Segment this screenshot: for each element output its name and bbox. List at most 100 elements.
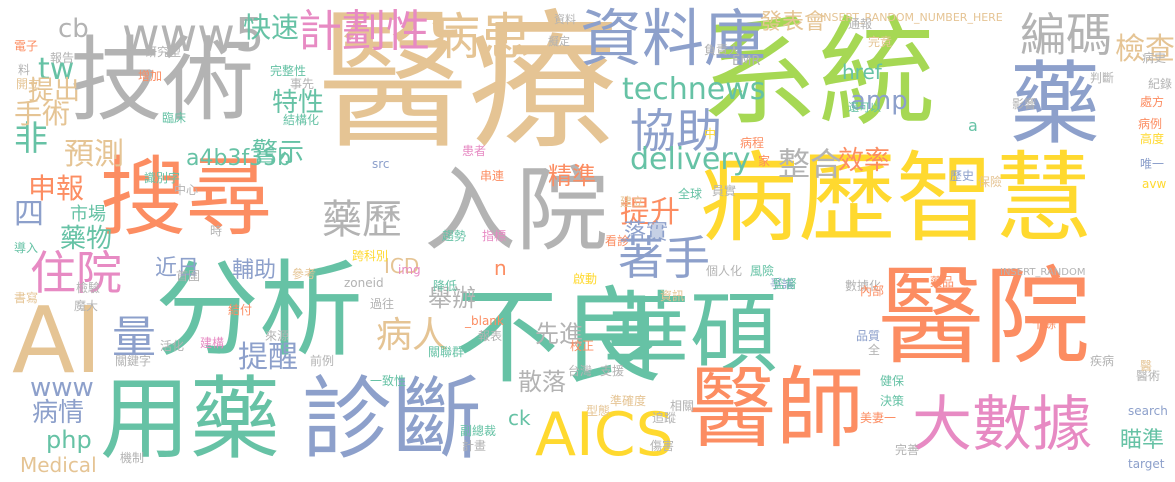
cloud-word: tw xyxy=(38,52,75,87)
cloud-word: 舉辦 xyxy=(428,284,476,312)
cloud-word: 藥 xyxy=(1010,52,1100,157)
cloud-word: 病情 xyxy=(32,398,85,428)
cloud-word: 副總裁 xyxy=(460,424,497,438)
cloud-word: 品質 xyxy=(856,329,881,343)
cloud-word: 前例 xyxy=(310,354,335,368)
cloud-word: 歷史 xyxy=(950,169,975,183)
cloud-word: 資料 xyxy=(554,13,576,26)
cloud-word: 看診 xyxy=(605,234,630,248)
cloud-word: 完善 xyxy=(895,443,920,457)
cloud-word: 編碼 xyxy=(1020,8,1112,62)
cloud-word: 提醒 xyxy=(238,340,298,375)
cloud-word: img xyxy=(398,263,421,277)
cloud-word: 醫院 xyxy=(878,256,1090,379)
cloud-word: zoneid xyxy=(344,276,384,290)
cloud-word: 建構 xyxy=(200,336,225,350)
cloud-word: 十餘 xyxy=(1032,317,1057,331)
cloud-word: 申報 xyxy=(28,172,85,205)
cloud-word: 提升 xyxy=(620,195,680,230)
cloud-word: 健保 xyxy=(880,374,905,388)
cloud-word: n xyxy=(494,256,507,280)
cloud-word: AICS xyxy=(535,400,674,470)
cloud-word: 近日 xyxy=(155,256,200,281)
cloud-word: 大數據 xyxy=(912,390,1092,460)
cloud-word: 員實 xyxy=(712,184,737,198)
cloud-word: 醫師 xyxy=(688,357,865,460)
cloud-word: 監督 xyxy=(773,277,798,291)
cloud-word: 臨床 xyxy=(162,111,187,125)
cloud-word: 數據化 xyxy=(845,279,882,293)
cloud-word: 藥品 xyxy=(930,275,955,289)
cloud-word: 型態 xyxy=(586,404,611,418)
cloud-word: 唯一 xyxy=(1140,157,1165,171)
cloud-word: 開立 xyxy=(16,77,41,91)
cloud-word: 用藥 xyxy=(100,367,280,472)
cloud-word: 過往 xyxy=(370,297,395,311)
cloud-word: 降低 xyxy=(433,279,458,293)
cloud-word: 結付 xyxy=(228,303,253,317)
cloud-word: 協助 xyxy=(630,104,722,158)
cloud-word: php xyxy=(46,426,92,454)
cloud-word: 結構化 xyxy=(283,113,320,127)
cloud-word: 美妻一 xyxy=(860,411,897,425)
cloud-word: 啟動 xyxy=(573,272,598,286)
cloud-word: 決策 xyxy=(880,394,905,408)
cloud-word: 精準 xyxy=(548,162,596,190)
cloud-word: 分析 xyxy=(155,249,364,371)
cloud-word: 病程 xyxy=(740,136,765,150)
cloud-word: 高度 xyxy=(1140,132,1165,146)
cloud-word: 料 xyxy=(18,63,31,77)
cloud-word: 關聯群 xyxy=(428,345,465,359)
cloud-word: 瞄準 xyxy=(1120,428,1165,453)
cloud-word: 完竟 xyxy=(868,35,893,49)
cloud-word: 中 xyxy=(704,127,717,141)
cloud-word: 效率 xyxy=(838,146,891,176)
cloud-word: 判斷 xyxy=(1090,71,1115,85)
cloud-word: 報告 xyxy=(50,51,75,65)
cloud-word: 著手 xyxy=(618,231,710,285)
cloud-word: 研究型 xyxy=(145,45,182,59)
cloud-word: 電子 xyxy=(14,39,39,53)
cloud-word: 檢查 xyxy=(1115,32,1175,67)
cloud-word: 全 xyxy=(868,343,881,357)
cloud-word: 負責人 xyxy=(704,43,741,57)
cloud-word: search xyxy=(1128,404,1168,418)
cloud-word: 還可以 xyxy=(848,101,881,114)
cloud-word: 診斷 xyxy=(302,367,482,472)
cloud-word: 華碩 xyxy=(602,282,779,385)
cloud-word: 散落 xyxy=(518,368,566,396)
cloud-word: 病歷智慧 xyxy=(700,142,1093,256)
cloud-word: avw xyxy=(1142,177,1167,191)
cloud-word: ck xyxy=(508,406,531,430)
cloud-word: 疾病 xyxy=(1090,354,1115,368)
cloud-word: 非 xyxy=(14,119,48,159)
cloud-word: 全球 xyxy=(678,187,703,201)
cloud-word: 藥物 xyxy=(60,224,113,254)
cloud-word: EMR xyxy=(732,54,761,69)
cloud-word: 建立 xyxy=(620,195,645,209)
cloud-word: 中心 xyxy=(174,183,199,197)
cloud-word: 入院 xyxy=(424,157,609,264)
cloud-word: 患者 xyxy=(462,144,487,158)
cloud-word: 台灣 xyxy=(568,364,593,378)
cloud-word: 導入 xyxy=(14,241,39,255)
cloud-word: 一致性 xyxy=(370,374,407,388)
cloud-word: 通報 xyxy=(848,17,873,31)
cloud-word: 醫術 xyxy=(1136,369,1161,383)
cloud-word: 影響 xyxy=(1012,97,1037,111)
cloud-word: 相關 xyxy=(670,399,695,413)
cloud-word: 家 xyxy=(758,154,771,168)
cloud-word: delivery xyxy=(630,142,751,177)
cloud-word: ICD xyxy=(384,254,420,278)
cloud-word: 準確度 xyxy=(610,394,647,408)
cloud-word: a4b3f35b xyxy=(186,146,292,171)
cloud-word: 資訊 xyxy=(660,289,685,303)
cloud-word: src xyxy=(372,157,390,171)
cloud-word: href xyxy=(842,60,882,84)
cloud-word: 醫療 xyxy=(318,0,619,170)
cloud-word: 首圍 xyxy=(176,269,201,283)
cloud-word: 系統 xyxy=(700,4,937,142)
cloud-word: amp xyxy=(850,86,908,116)
cloud-word: 整合 xyxy=(778,145,843,183)
